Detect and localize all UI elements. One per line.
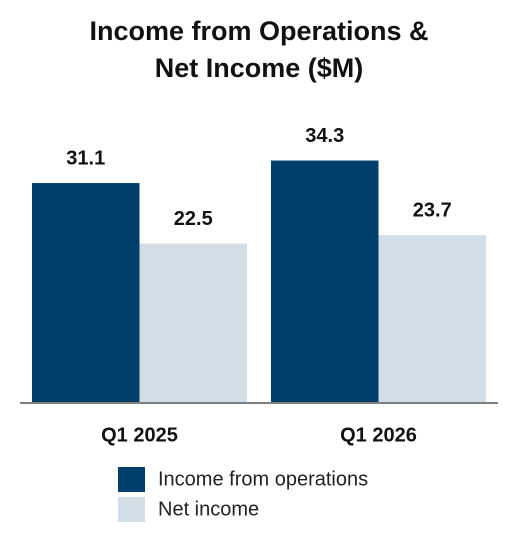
legend-label: Net income — [158, 498, 259, 520]
value-label: 22.5 — [174, 208, 213, 230]
x-tick-label: Q1 2025 — [101, 424, 178, 446]
value-label: 23.7 — [413, 199, 452, 221]
value-label: 34.3 — [305, 125, 344, 147]
value-label: 31.1 — [66, 147, 105, 169]
chart-title: Income from Operations & — [89, 16, 428, 46]
bar — [378, 235, 486, 402]
chart-title: Net Income ($M) — [155, 53, 364, 83]
legend-swatch — [118, 467, 145, 492]
bar — [271, 160, 379, 402]
legend-swatch — [118, 497, 145, 522]
bar — [139, 243, 247, 402]
legend-label: Income from operations — [158, 468, 368, 490]
bar — [32, 183, 140, 402]
x-tick-label: Q1 2026 — [340, 424, 417, 446]
